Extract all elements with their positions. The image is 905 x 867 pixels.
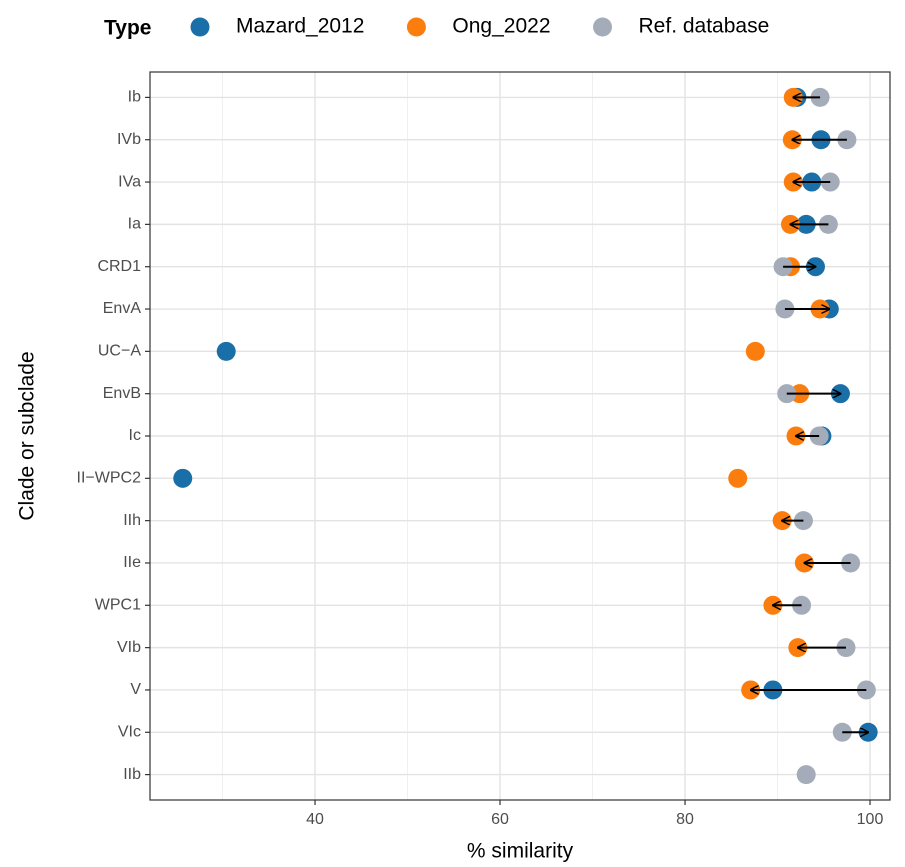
legend-label: Mazard_2012 (236, 15, 364, 38)
y-tick-label: WPC1 (95, 597, 141, 614)
legend-swatch (593, 17, 613, 37)
y-tick-label: Ic (129, 427, 141, 444)
x-tick-label: 80 (676, 811, 694, 828)
x-tick-label: 60 (491, 811, 509, 828)
y-axis-title: Clade or subclade (16, 351, 39, 520)
x-tick-label: 40 (306, 811, 324, 828)
y-tick-label: IVb (117, 131, 141, 148)
y-tick-label: V (130, 681, 141, 698)
y-tick-label: EnvB (103, 385, 141, 402)
y-tick-label: VIc (118, 723, 141, 740)
legend-swatch (406, 17, 426, 37)
y-tick-label: CRD1 (97, 258, 141, 275)
y-tick-label: IVa (118, 173, 141, 190)
point (728, 468, 748, 488)
y-tick-label: Ia (128, 216, 141, 233)
point (745, 341, 765, 361)
legend-title: Type (104, 17, 151, 40)
y-tick-label: IIe (123, 554, 141, 571)
x-tick-label: 100 (857, 811, 884, 828)
y-tick-label: EnvA (103, 300, 142, 317)
point (796, 765, 816, 785)
legend-label: Ref. database (639, 15, 770, 38)
point (173, 468, 193, 488)
legend-label: Ong_2022 (452, 15, 550, 38)
point (216, 341, 236, 361)
y-tick-label: UC−A (98, 343, 141, 360)
y-tick-label: Ib (128, 89, 141, 106)
y-tick-label: IIh (123, 512, 141, 529)
x-axis-title: % similarity (467, 840, 574, 863)
y-tick-label: IIb (123, 766, 141, 783)
y-tick-label: VIb (117, 639, 141, 656)
legend-swatch (190, 17, 210, 37)
y-tick-label: II−WPC2 (77, 470, 142, 487)
